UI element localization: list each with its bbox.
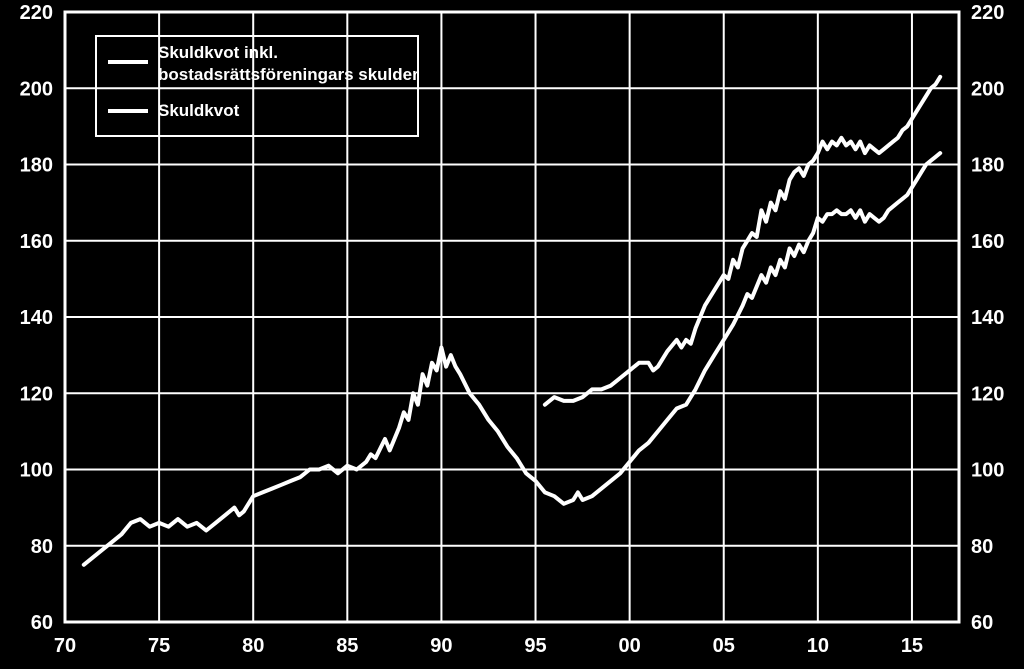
y-axis-label-left: 80 <box>31 536 53 558</box>
y-axis-label-left: 160 <box>20 231 53 253</box>
x-axis-label: 05 <box>713 635 735 657</box>
x-axis-label: 90 <box>430 635 452 657</box>
y-axis-label-right: 160 <box>971 231 1004 253</box>
x-axis-label: 70 <box>54 635 76 657</box>
x-axis-label: 00 <box>619 635 641 657</box>
x-axis-label: 80 <box>242 635 264 657</box>
x-axis-label: 15 <box>901 635 923 657</box>
y-axis-label-left: 140 <box>20 307 53 329</box>
y-axis-label-right: 80 <box>971 536 993 558</box>
y-axis-label-right: 180 <box>971 155 1004 177</box>
x-axis-label: 95 <box>524 635 546 657</box>
y-axis-label-right: 140 <box>971 307 1004 329</box>
legend-label: Skuldkvot inkl. <box>158 43 278 62</box>
x-axis-label: 10 <box>807 635 829 657</box>
y-axis-label-right: 60 <box>971 612 993 634</box>
y-axis-label-right: 120 <box>971 383 1004 405</box>
y-axis-label-left: 180 <box>20 155 53 177</box>
legend-label: Skuldkvot <box>158 101 240 120</box>
y-axis-label-left: 220 <box>20 2 53 24</box>
debt-ratio-chart: 60 60 80 80 100 100 120 120 140 140 160 160 180 180 20… <box>0 0 1024 669</box>
y-axis-label-left: 120 <box>20 383 53 405</box>
x-axis-label: 85 <box>336 635 358 657</box>
y-axis-label-left: 100 <box>20 460 53 482</box>
y-axis-label-right: 100 <box>971 460 1004 482</box>
x-axis-label: 75 <box>148 635 170 657</box>
y-axis-label-left: 200 <box>20 78 53 100</box>
legend-label: bostadsrättsföreningars skulder <box>158 65 419 84</box>
y-axis-label-right: 200 <box>971 78 1004 100</box>
y-axis-label-right: 220 <box>971 2 1004 24</box>
y-axis-label-left: 60 <box>31 612 53 634</box>
